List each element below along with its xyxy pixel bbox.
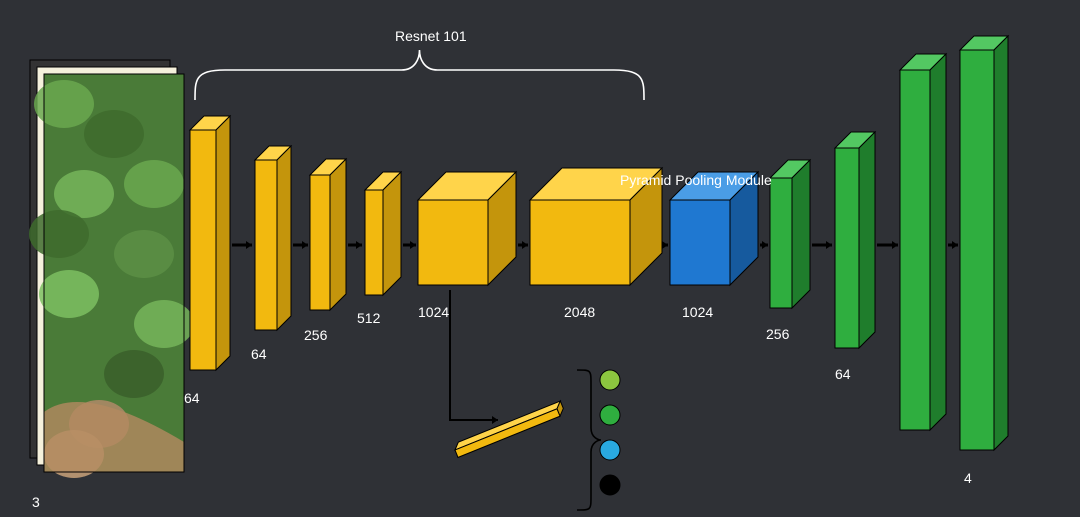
arrow-3 — [403, 241, 416, 249]
block-label-conv64b: 64 — [251, 346, 267, 362]
arrow-8 — [877, 241, 898, 249]
block-dec64 — [835, 132, 875, 348]
block-label-conv256: 256 — [304, 327, 327, 343]
arrow-0 — [232, 241, 252, 249]
legend-dot-3 — [600, 475, 620, 495]
arrow-6 — [760, 241, 768, 249]
arrow-7 — [812, 241, 832, 249]
arrow-5 — [662, 241, 668, 249]
brace-resnet — [195, 50, 644, 100]
block-label-conv512: 512 — [357, 310, 380, 326]
block-ppm1024 — [670, 172, 758, 285]
aux-bar — [453, 401, 566, 457]
block-conv64a — [190, 116, 230, 370]
legend-dot-1 — [600, 405, 620, 425]
arrow-2 — [348, 241, 362, 249]
ppm-title: Pyramid Pooling Module — [620, 172, 772, 188]
legend-brace — [577, 370, 601, 510]
arrow-1 — [293, 241, 308, 249]
block-label-out4b: 4 — [964, 470, 972, 486]
block-dec256 — [770, 160, 810, 308]
block-out4a — [900, 54, 946, 430]
block-label-ppm1024: 1024 — [682, 304, 713, 320]
input-image-stack — [29, 60, 194, 478]
resnet-title: Resnet 101 — [395, 28, 467, 44]
block-label-conv2048: 2048 — [564, 304, 595, 320]
arrow-4 — [518, 241, 528, 249]
block-label-conv64a: 64 — [184, 390, 200, 406]
block-label-dec256: 256 — [766, 326, 789, 342]
block-out4b — [960, 36, 1008, 450]
legend-dot-2 — [600, 440, 620, 460]
block-conv1024 — [418, 172, 516, 285]
block-conv64b — [255, 146, 291, 330]
legend-dot-0 — [600, 370, 620, 390]
block-label-conv1024: 1024 — [418, 304, 449, 320]
block-label-dec64: 64 — [835, 366, 851, 382]
arrow-9 — [948, 241, 958, 249]
block-conv512 — [365, 172, 401, 295]
input-channels-label: 3 — [32, 494, 40, 510]
block-conv256 — [310, 159, 346, 310]
